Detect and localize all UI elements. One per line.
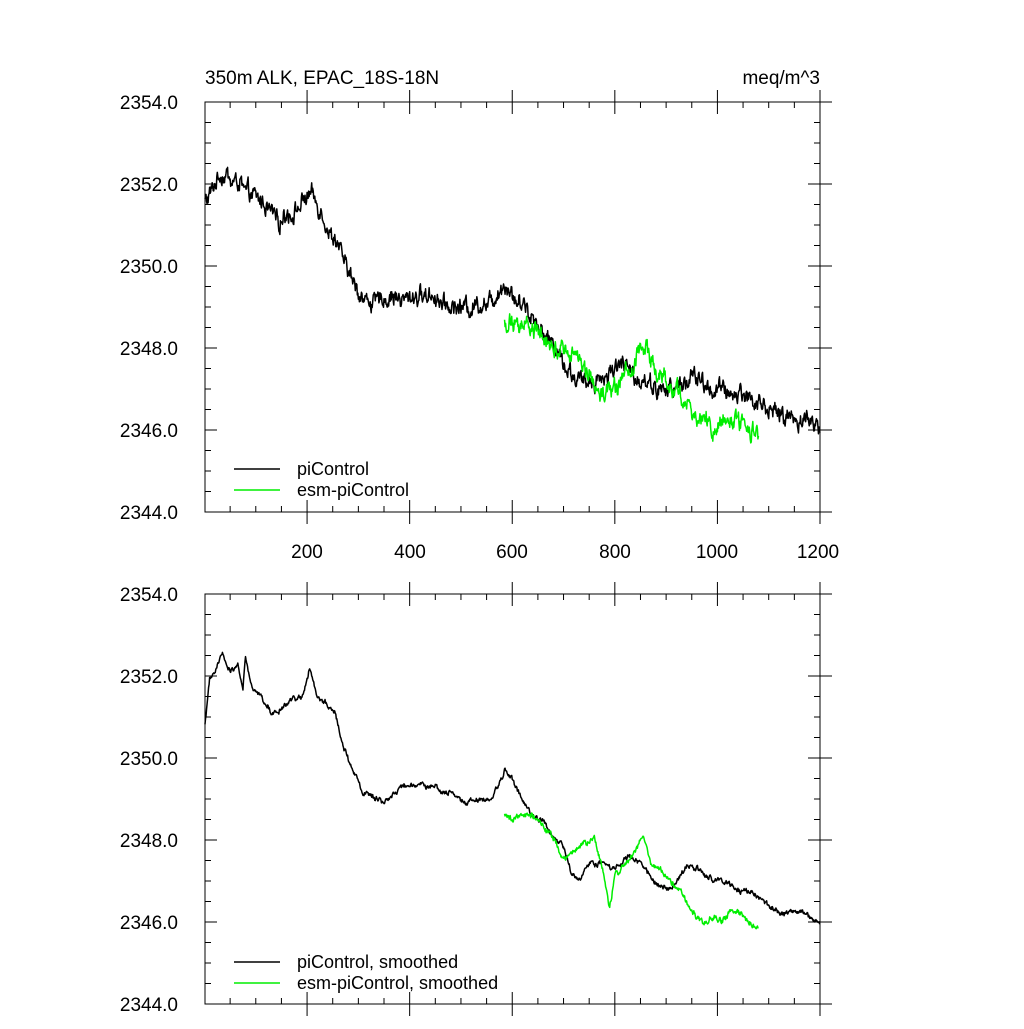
top-x-tick-label: 1000 — [696, 542, 738, 563]
bottom-plot-frame — [204, 593, 821, 1005]
top-plot-frame — [204, 101, 821, 513]
top-x-tick-label: 200 — [291, 542, 323, 563]
top-axis-ticks — [205, 90, 832, 524]
bottom-y-tick-label: 2350.0 — [120, 749, 178, 770]
top-panel: 350m ALK, EPAC_18S-18N meq/m^3 2344.0 23… — [120, 68, 839, 563]
top-x-tick-label: 1200 — [797, 542, 839, 563]
bottom-y-tick-label: 2352.0 — [120, 667, 178, 688]
top-legend: piControl esm-piControl — [234, 459, 409, 500]
bottom-legend-label-picontrol: piControl, smoothed — [297, 952, 458, 972]
bottom-series-line-picontrol-smoothed — [204, 651, 821, 925]
top-panel-title: 350m ALK, EPAC_18S-18N — [205, 68, 439, 89]
bottom-y-tick-label: 2348.0 — [120, 831, 178, 852]
top-y-tick-label: 2344.0 — [120, 503, 178, 524]
top-legend-label-esm-picontrol: esm-piControl — [297, 480, 409, 500]
top-y-tick-label: 2352.0 — [120, 175, 178, 196]
bottom-series-group — [204, 651, 821, 930]
top-x-tick-label: 600 — [496, 542, 528, 563]
bottom-panel: 2344.0 2346.0 2348.0 2350.0 2352.0 2354.… — [120, 582, 832, 1016]
top-y-tick-label: 2348.0 — [120, 339, 178, 360]
top-y-tick-label: 2350.0 — [120, 257, 178, 278]
bottom-legend-label-esm-picontrol: esm-piControl, smoothed — [297, 973, 498, 993]
bottom-axis-ticks — [205, 582, 832, 1016]
bottom-y-tick-label: 2344.0 — [120, 995, 178, 1016]
top-legend-label-picontrol: piControl — [297, 459, 369, 479]
top-x-tick-label: 800 — [599, 542, 631, 563]
top-series-line-picontrol — [204, 166, 821, 435]
top-series-line-esm-picontrol — [503, 313, 760, 444]
top-series-group — [204, 166, 821, 444]
bottom-y-tick-label: 2346.0 — [120, 913, 178, 934]
top-y-tick-label: 2354.0 — [120, 93, 178, 114]
top-y-tick-label: 2346.0 — [120, 421, 178, 442]
top-panel-units: meq/m^3 — [742, 68, 820, 89]
bottom-y-tick-label: 2354.0 — [120, 585, 178, 606]
top-x-tick-label: 400 — [394, 542, 426, 563]
bottom-series-line-esm-picontrol-smoothed — [503, 812, 759, 930]
bottom-legend: piControl, smoothed esm-piControl, smoot… — [234, 952, 498, 993]
